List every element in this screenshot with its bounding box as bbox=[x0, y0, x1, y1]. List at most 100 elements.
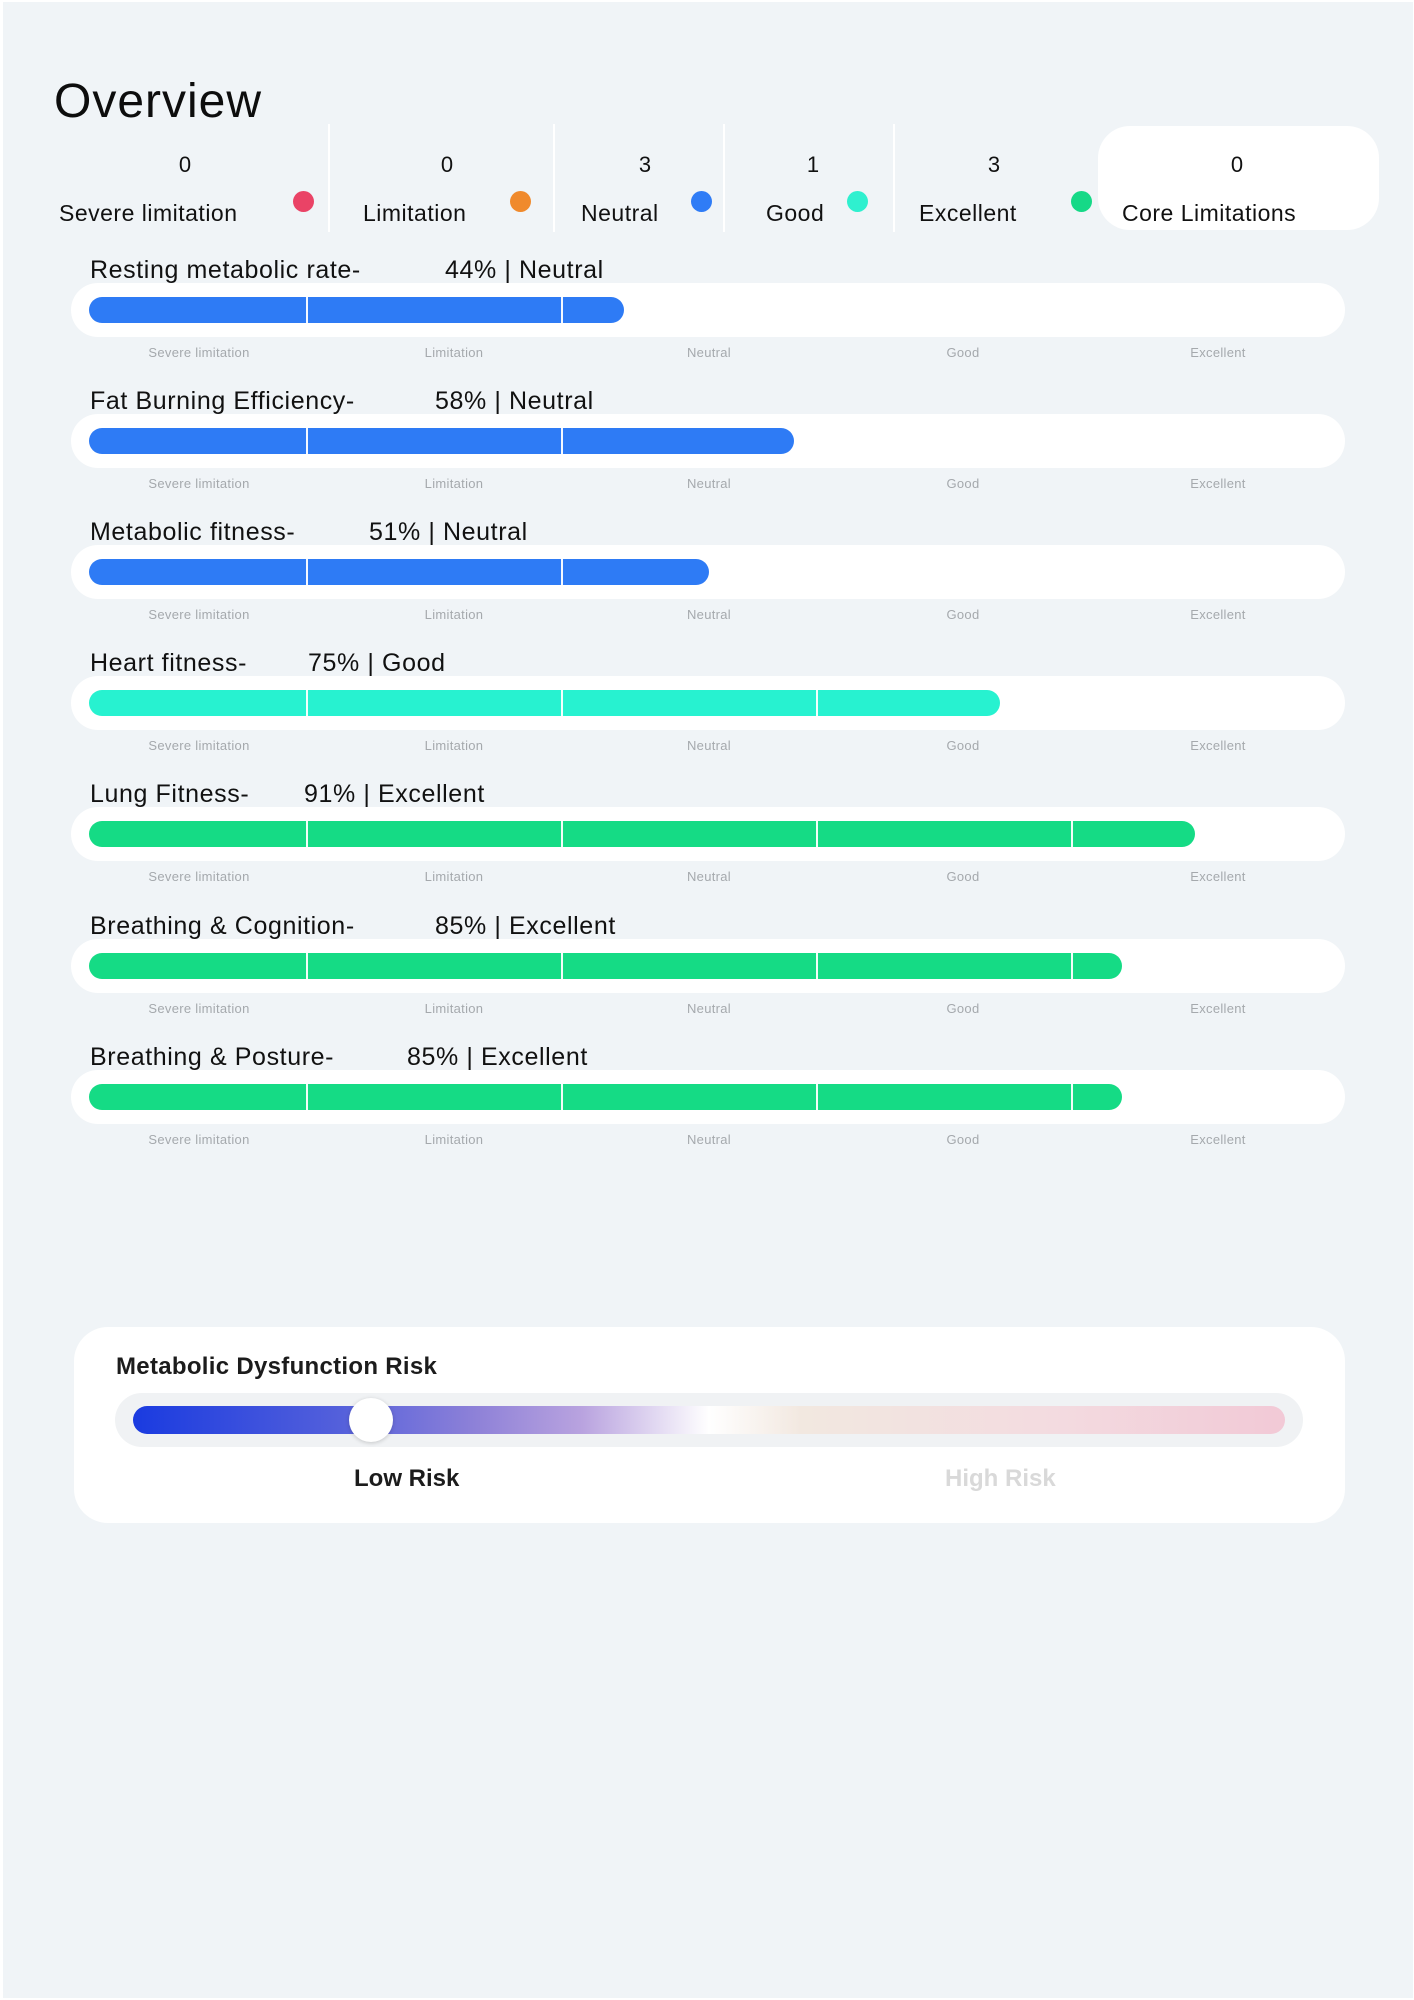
summary-divider bbox=[893, 124, 895, 232]
scale-label: Good bbox=[946, 738, 980, 753]
progress-segment-divider bbox=[561, 559, 563, 585]
summary-core-limitations: 0 Core Limitations bbox=[1098, 124, 1379, 232]
scale-label: Limitation bbox=[424, 1132, 484, 1147]
risk-gradient-bar bbox=[133, 1406, 1285, 1434]
metric-progress-fill bbox=[89, 821, 1195, 847]
neutral-dot-icon bbox=[691, 191, 712, 212]
metric-progress-track bbox=[71, 545, 1345, 599]
metric-row: Breathing & Cognition- 85% | Excellent Sev… bbox=[71, 912, 1345, 1043]
progress-segment-divider bbox=[306, 690, 308, 716]
metric-progress-track bbox=[71, 414, 1345, 468]
scale-label: Limitation bbox=[424, 345, 484, 360]
summary-limitation: 0 Limitation bbox=[330, 124, 555, 232]
metric-value: 85% | Excellent bbox=[435, 912, 616, 940]
good-dot-icon bbox=[847, 191, 868, 212]
progress-segment-divider bbox=[561, 428, 563, 454]
risk-card: Metabolic Dysfunction Risk Low Risk High… bbox=[74, 1327, 1345, 1523]
summary-limitation-label: Limitation bbox=[363, 200, 467, 226]
progress-segment-divider bbox=[1071, 1084, 1073, 1110]
metric-name: Breathing & Posture- bbox=[90, 1043, 335, 1071]
metric-progress-fill bbox=[89, 690, 1000, 716]
progress-segment-divider bbox=[561, 297, 563, 323]
scale-label: Severe limitation bbox=[148, 476, 250, 491]
metric-progress-track bbox=[71, 807, 1345, 861]
summary-divider bbox=[553, 124, 555, 232]
progress-segment-divider bbox=[306, 953, 308, 979]
summary-severe: 0 Severe limitation bbox=[51, 124, 321, 232]
scale-label: Limitation bbox=[424, 738, 484, 753]
risk-slider-track bbox=[115, 1393, 1303, 1447]
scale-label: Severe limitation bbox=[148, 1132, 250, 1147]
scale-label: Excellent bbox=[1190, 1132, 1246, 1147]
metric-value: 85% | Excellent bbox=[407, 1043, 588, 1071]
summary-neutral-label: Neutral bbox=[581, 200, 659, 226]
scale-label: Good bbox=[946, 476, 980, 491]
metric-progress-track bbox=[71, 283, 1345, 337]
metric-value: 58% | Neutral bbox=[435, 387, 594, 415]
scale-label: Severe limitation bbox=[148, 607, 250, 622]
progress-segment-divider bbox=[1071, 821, 1073, 847]
metric-progress-fill bbox=[89, 297, 624, 323]
metric-name: Resting metabolic rate- bbox=[90, 256, 361, 284]
progress-segment-divider bbox=[816, 953, 818, 979]
scale-label: Severe limitation bbox=[148, 869, 250, 884]
metric-name: Lung Fitness- bbox=[90, 780, 250, 808]
progress-segment-divider bbox=[561, 1084, 563, 1110]
metric-row: Lung Fitness- 91% | Excellent Severe limit… bbox=[71, 780, 1345, 911]
summary-excellent-count: 3 bbox=[987, 152, 1001, 177]
metric-progress-fill bbox=[89, 1084, 1122, 1110]
summary-severe-count: 0 bbox=[178, 152, 192, 177]
summary-limitation-count: 0 bbox=[440, 152, 454, 177]
scale-label: Good bbox=[946, 607, 980, 622]
report-page: Overview 0 Severe limitation 0 Limitatio… bbox=[3, 2, 1413, 1998]
limitation-dot-icon bbox=[510, 191, 531, 212]
scale-label: Neutral bbox=[686, 1001, 732, 1016]
summary-neutral-count: 3 bbox=[638, 152, 652, 177]
scale-label: Neutral bbox=[686, 345, 732, 360]
metric-value: 75% | Good bbox=[308, 649, 446, 677]
excellent-dot-icon bbox=[1071, 191, 1092, 212]
scale-label: Excellent bbox=[1190, 1001, 1246, 1016]
summary-core-count: 0 bbox=[1230, 152, 1244, 177]
summary-good-label: Good bbox=[766, 200, 825, 226]
scale-label: Severe limitation bbox=[148, 1001, 250, 1016]
metric-name: Fat Burning Efficiency- bbox=[90, 387, 355, 415]
metric-progress-fill bbox=[89, 559, 709, 585]
metric-row: Metabolic fitness- 51% | Neutral Severe li… bbox=[71, 518, 1345, 649]
metric-value: 51% | Neutral bbox=[369, 518, 528, 546]
progress-segment-divider bbox=[306, 297, 308, 323]
page-title: Overview bbox=[54, 75, 263, 128]
scale-label: Excellent bbox=[1190, 476, 1246, 491]
summary-strip: 0 Severe limitation 0 Limitation 3 Neutr… bbox=[51, 124, 1379, 232]
scale-label: Limitation bbox=[424, 607, 484, 622]
summary-core-label: Core Limitations bbox=[1122, 200, 1297, 226]
core-limitations-box bbox=[1098, 126, 1379, 230]
risk-title: Metabolic Dysfunction Risk bbox=[116, 1353, 438, 1380]
risk-indicator-knob bbox=[349, 1398, 393, 1442]
metric-row: Breathing & Posture- 85% | Excellent Sever… bbox=[71, 1043, 1345, 1174]
metric-value: 44% | Neutral bbox=[445, 256, 604, 284]
summary-severe-label: Severe limitation bbox=[59, 200, 238, 226]
progress-segment-divider bbox=[306, 821, 308, 847]
scale-label: Good bbox=[946, 1132, 980, 1147]
scale-label: Excellent bbox=[1190, 738, 1246, 753]
scale-label: Neutral bbox=[686, 869, 732, 884]
metric-progress-track bbox=[71, 939, 1345, 993]
summary-divider bbox=[723, 124, 725, 232]
progress-segment-divider bbox=[561, 821, 563, 847]
metric-name: Breathing & Cognition- bbox=[90, 912, 355, 940]
scale-label: Severe limitation bbox=[148, 345, 250, 360]
metric-progress-track bbox=[71, 1070, 1345, 1124]
metric-row: Resting metabolic rate- 44% | Neutral Seve… bbox=[71, 256, 1345, 387]
low-risk-label: Low Risk bbox=[354, 1465, 460, 1492]
progress-segment-divider bbox=[306, 559, 308, 585]
progress-segment-divider bbox=[816, 690, 818, 716]
metric-progress-track bbox=[71, 676, 1345, 730]
progress-segment-divider bbox=[816, 1084, 818, 1110]
scale-label: Neutral bbox=[686, 607, 732, 622]
severe-limitation-dot-icon bbox=[293, 191, 314, 212]
scale-label: Neutral bbox=[686, 1132, 732, 1147]
scale-label: Severe limitation bbox=[148, 738, 250, 753]
progress-segment-divider bbox=[816, 821, 818, 847]
progress-segment-divider bbox=[306, 428, 308, 454]
